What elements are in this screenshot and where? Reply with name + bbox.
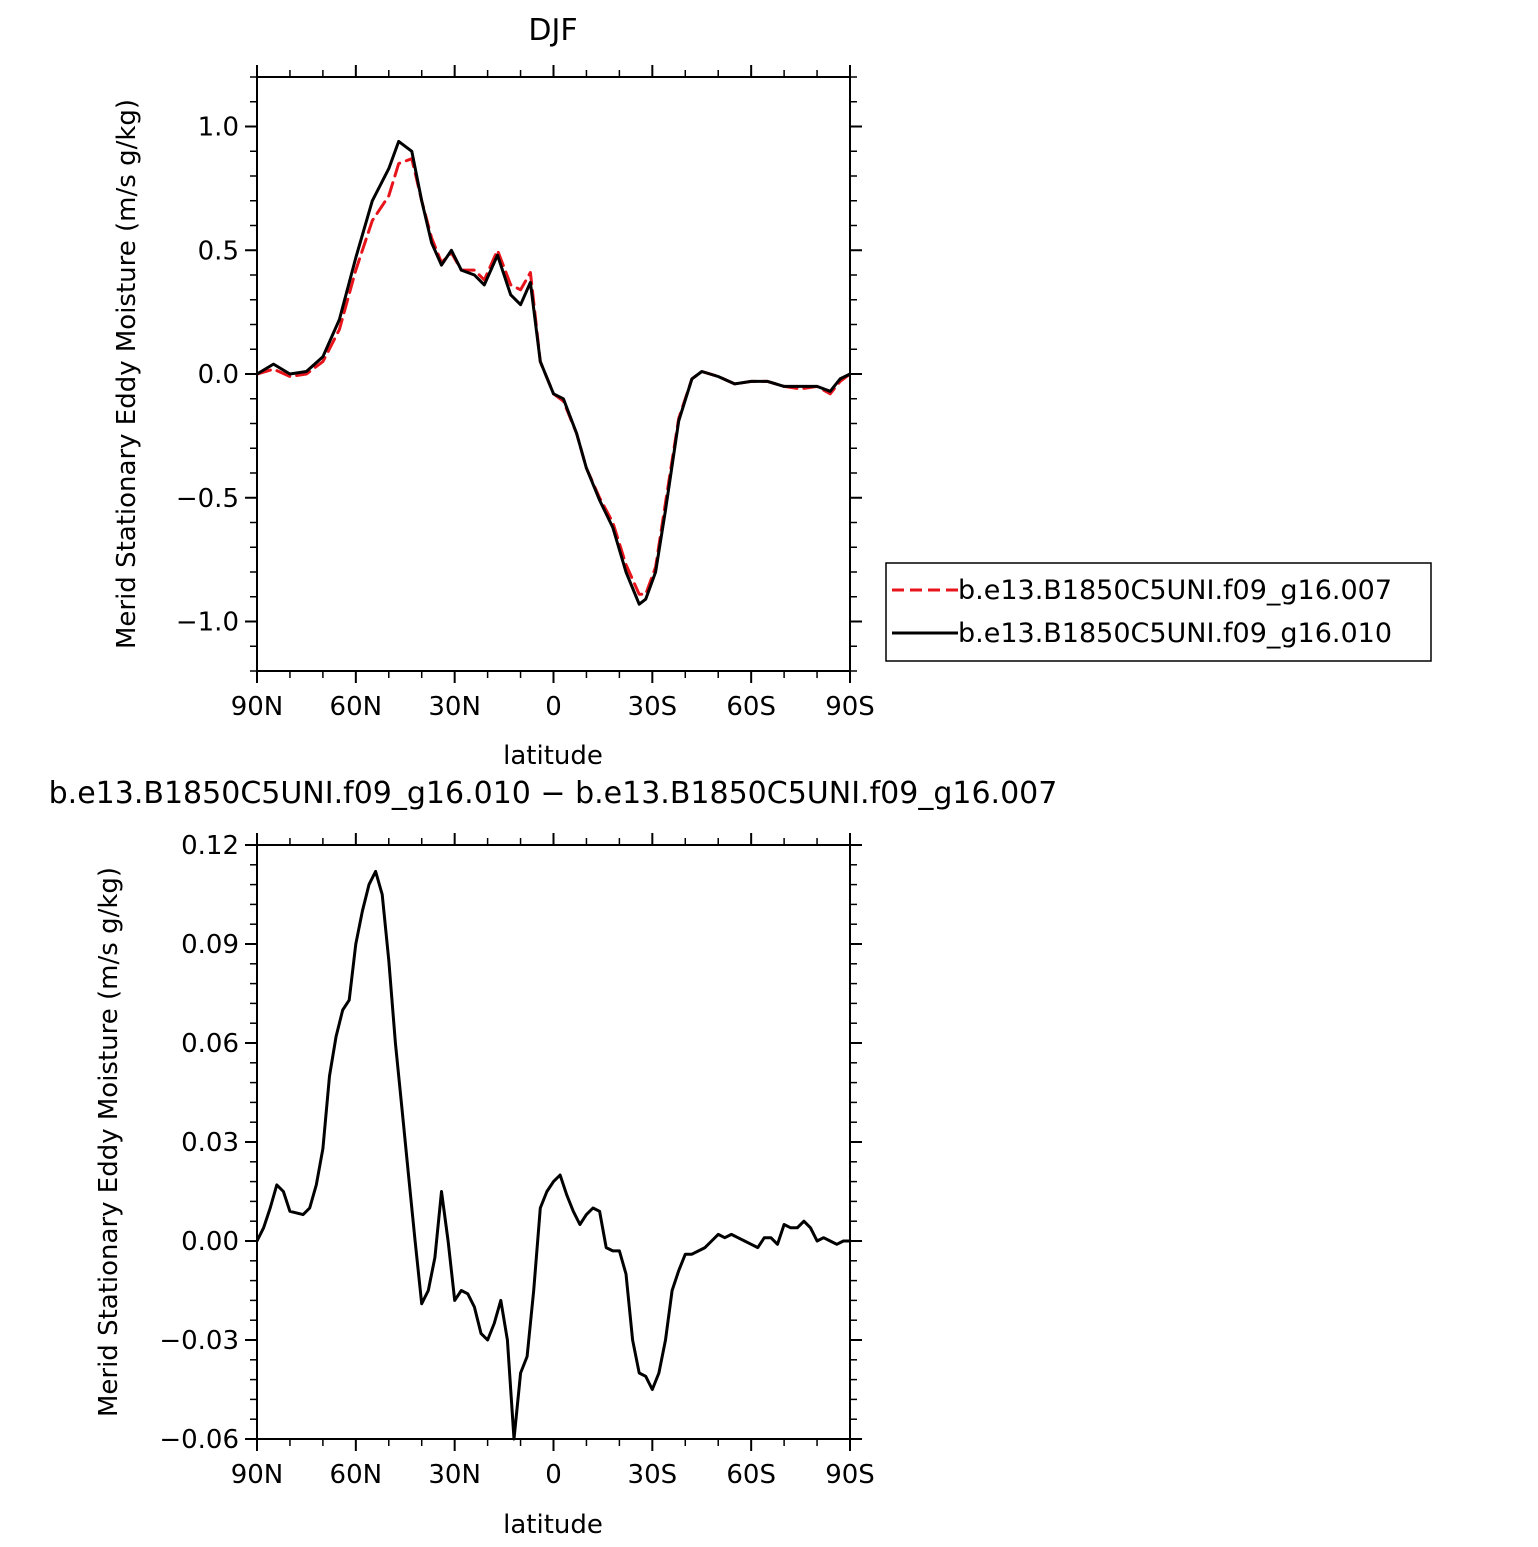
- legend-label-010: b.e13.B1850C5UNI.f09_g16.010: [958, 618, 1392, 649]
- series-line-1-0: [255, 869, 852, 1441]
- y-tick-label: −0.03: [159, 1326, 239, 1356]
- y-tick-label: 0.03: [181, 1128, 239, 1158]
- top-plot-frame: [256, 76, 851, 672]
- y-tick-label: 0.0: [198, 360, 239, 390]
- x-tick-label: 0: [545, 1460, 562, 1490]
- bottom-panel: b.e13.B1850C5UNI.f09_g16.010 − b.e13.B18…: [49, 776, 1058, 1540]
- y-tick-label: 0.5: [198, 236, 239, 266]
- y-tick-label: 1.0: [198, 113, 239, 143]
- x-tick-label: 0: [545, 692, 562, 722]
- x-tick-label: 90S: [825, 1460, 875, 1490]
- x-tick-label: 60N: [330, 692, 383, 722]
- series-line-0-1: [255, 139, 852, 606]
- x-tick-label: 30S: [628, 1460, 678, 1490]
- legend: b.e13.B1850C5UNI.f09_g16.007 b.e13.B1850…: [885, 562, 1432, 662]
- x-tick-label: 90N: [231, 692, 284, 722]
- x-tick-label: 60N: [330, 1460, 383, 1490]
- bottom-plot-frame: [256, 844, 851, 1440]
- top-title: DJF: [528, 13, 577, 48]
- top-x-axis-label: latitude: [503, 741, 603, 771]
- top-panel: DJF Merid Stationary Eddy Moisture (m/s …: [112, 13, 875, 771]
- x-tick-label: 90N: [231, 1460, 284, 1490]
- x-tick-label: 90S: [825, 692, 875, 722]
- legend-label-007: b.e13.B1850C5UNI.f09_g16.007: [958, 575, 1392, 606]
- y-tick-label: −1.0: [176, 608, 239, 638]
- x-tick-label: 60S: [726, 692, 776, 722]
- x-tick-label: 30N: [428, 692, 481, 722]
- top-series-lines: [255, 139, 852, 606]
- top-ticks: 90N 60N 30N 0 30S 60S 90S 1.0 0.5 0.0 −0.5 −1.0: [176, 65, 875, 722]
- x-tick-label: 30N: [428, 1460, 481, 1490]
- series-line-0-0: [255, 157, 852, 596]
- y-tick-label: −0.06: [159, 1425, 239, 1455]
- y-tick-label: 0.12: [181, 831, 239, 861]
- bottom-series-lines: [255, 869, 852, 1441]
- top-y-axis-label: Merid Stationary Eddy Moisture (m/s g/kg…: [112, 99, 142, 649]
- legend-box: [885, 562, 1432, 662]
- y-tick-label: 0.09: [181, 930, 239, 960]
- x-tick-label: 60S: [726, 1460, 776, 1490]
- bottom-ticks: 90N 60N 30N 0 30S 60S 90S 0.12 0.09 0.06 0.03 0.00 −…: [159, 831, 874, 1490]
- y-tick-label: 0.06: [181, 1029, 239, 1059]
- y-tick-label: −0.5: [176, 484, 239, 514]
- bottom-title: b.e13.B1850C5UNI.f09_g16.010 − b.e13.B18…: [49, 776, 1058, 811]
- x-tick-label: 30S: [628, 692, 678, 722]
- bottom-y-axis-label: Merid Stationary Eddy Moisture (m/s g/kg…: [94, 867, 124, 1417]
- y-tick-label: 0.00: [181, 1227, 239, 1257]
- bottom-x-axis-label: latitude: [503, 1510, 603, 1540]
